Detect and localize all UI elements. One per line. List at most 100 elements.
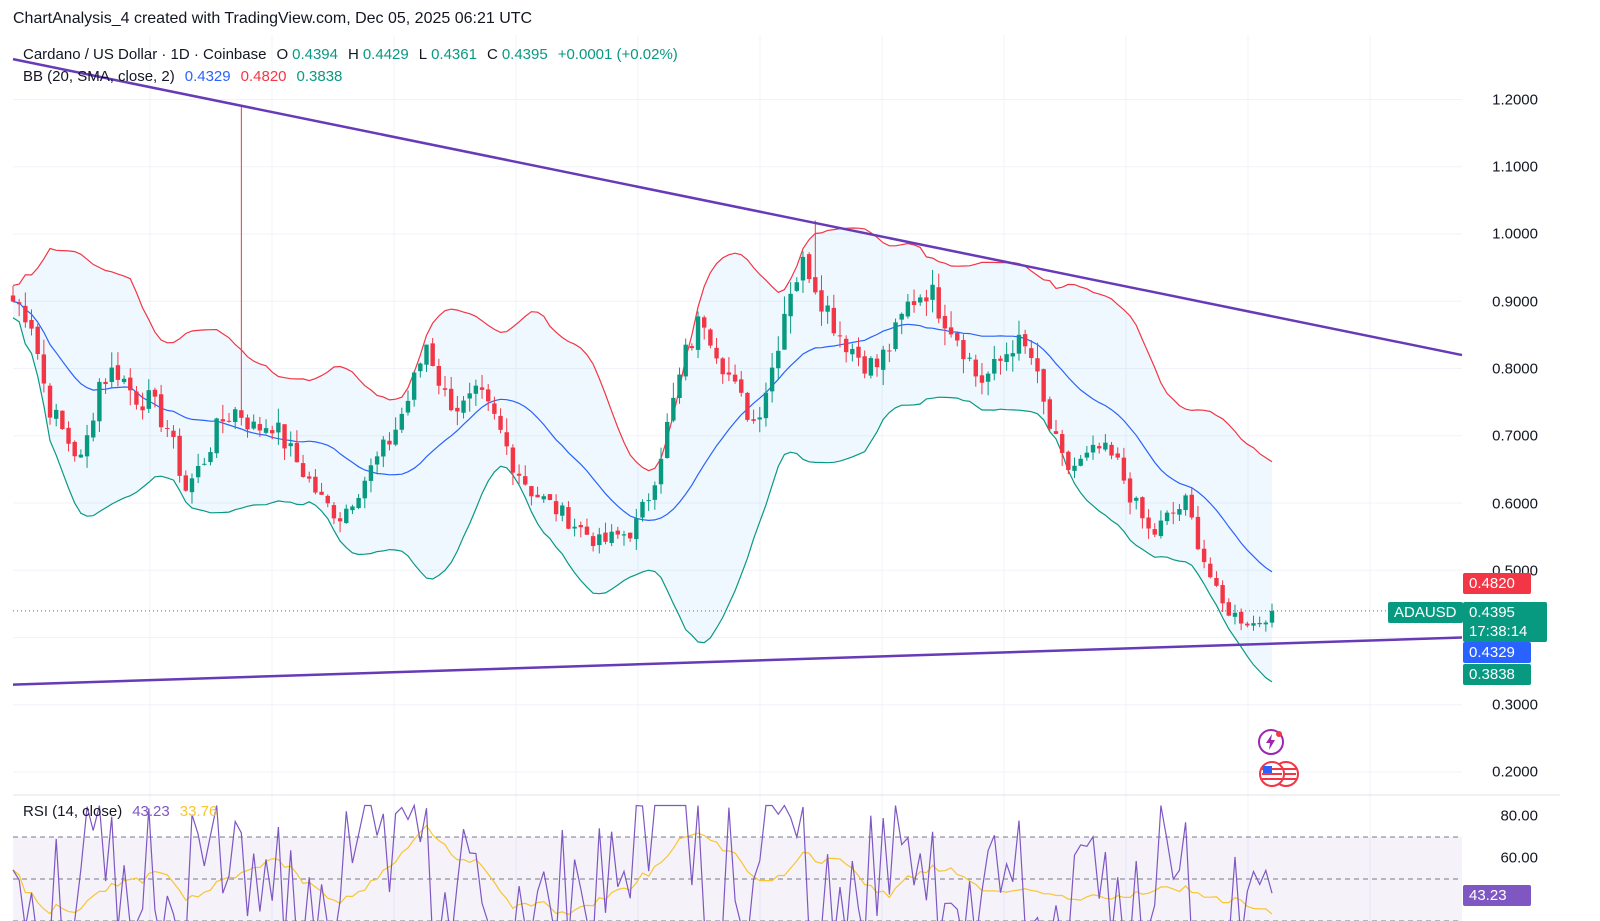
chart-title: ChartAnalysis_4 created with TradingView…	[13, 10, 533, 27]
candle-body	[825, 305, 830, 312]
candle-body	[10, 295, 16, 302]
rsi-pane	[12, 803, 1462, 921]
candle-body	[1189, 494, 1194, 518]
candle-body	[615, 530, 621, 535]
candle-body	[1004, 354, 1009, 363]
candle-body	[300, 463, 306, 477]
candle-body	[1059, 434, 1065, 453]
candle-body	[1146, 517, 1151, 529]
candle-body	[165, 428, 170, 430]
candle-body	[560, 505, 565, 516]
trendlines[interactable]	[12, 57, 1463, 686]
candle-body	[374, 456, 380, 465]
price-tick: 0.3000	[1492, 696, 1538, 714]
candle-body	[769, 367, 775, 392]
countdown-tag: 17:38:14	[1463, 621, 1547, 642]
candle-body	[1022, 334, 1028, 347]
candle-body	[208, 452, 213, 463]
candle-body	[344, 508, 349, 523]
price-tick: 0.7000	[1492, 427, 1538, 445]
change-value: +0.0001 (+0.02%)	[557, 46, 678, 63]
bb-label: BB (20, SMA, close, 2)	[23, 68, 175, 85]
candle-body	[788, 293, 793, 317]
candle-body	[362, 480, 367, 499]
price-tick: 0.6000	[1492, 495, 1538, 513]
candle-body	[1195, 516, 1201, 550]
rsi-value-tag: 43.23	[1463, 885, 1531, 906]
candle-body	[640, 501, 645, 518]
candle-body	[146, 390, 151, 409]
candle-body	[1010, 353, 1015, 357]
candle-body	[331, 505, 337, 519]
candle-body	[584, 526, 590, 535]
bb-legend[interactable]: BB (20, SMA, close, 2) 0.4329 0.4820 0.3…	[23, 68, 342, 85]
candle-body	[1152, 529, 1157, 535]
candle-body	[998, 358, 1003, 361]
candle-body	[979, 375, 985, 383]
rsi-legend[interactable]: RSI (14, close) 43.23 33.76	[23, 803, 217, 820]
candle-body	[393, 429, 398, 445]
candle-body	[436, 366, 442, 386]
candle-body	[763, 392, 769, 419]
lightning-icon[interactable]	[1257, 728, 1285, 761]
last-price-tag: 0.4395	[1463, 602, 1547, 623]
candle-body	[486, 389, 491, 402]
candle-body	[887, 350, 892, 352]
candle-body	[109, 367, 114, 382]
candle-body	[313, 476, 318, 493]
candle-body	[418, 363, 423, 372]
candle-body	[813, 277, 818, 293]
candle-body	[337, 518, 343, 522]
price-tick: 1.0000	[1492, 225, 1538, 243]
candle-body	[739, 379, 744, 393]
bollinger-fill	[13, 228, 1272, 682]
candle-body	[973, 359, 978, 377]
candle-body	[578, 525, 583, 528]
candle-body	[1201, 548, 1207, 563]
candle-body	[1078, 458, 1083, 466]
candle-body	[1140, 497, 1145, 519]
candle-body	[1047, 399, 1053, 429]
candle-body	[158, 394, 164, 428]
candle-body	[899, 313, 904, 320]
rsi-ma-value: 33.76	[179, 803, 218, 820]
candle-body	[1263, 622, 1269, 625]
candle-body	[498, 415, 503, 430]
candle-body	[850, 348, 855, 355]
symbol-legend[interactable]: Cardano / US Dollar · 1D · Coinbase O 0.4…	[23, 46, 678, 63]
candle-body	[911, 301, 917, 306]
candle-body	[1208, 563, 1213, 578]
candle-body	[356, 497, 361, 509]
symbol-price-tag[interactable]: ADAUSD	[1388, 602, 1463, 623]
candle-body	[23, 305, 28, 323]
us-flag-icon[interactable]	[1256, 760, 1308, 793]
candle-body	[942, 315, 948, 329]
candle-body	[523, 476, 528, 485]
candle-body	[1183, 495, 1188, 511]
rsi-tick: 60.00	[1500, 849, 1538, 867]
candle-body	[1103, 442, 1108, 450]
candle-body	[1158, 520, 1164, 537]
candle-body	[590, 536, 596, 547]
open-value: 0.4394	[292, 46, 338, 63]
candle-body	[597, 534, 602, 546]
candle-body	[504, 432, 509, 447]
candle-body	[930, 284, 935, 300]
low-value: 0.4361	[431, 46, 477, 63]
candle-body	[232, 409, 238, 422]
candle-body	[843, 338, 849, 353]
low-label: L	[418, 46, 428, 63]
bb-upper-line	[12, 227, 1273, 472]
candle-body	[442, 388, 448, 390]
candle-body	[572, 526, 577, 529]
candle-body	[1134, 497, 1139, 501]
candle-body	[307, 476, 312, 479]
candle-body	[621, 534, 627, 536]
candle-body	[84, 435, 90, 457]
candle-body	[202, 463, 207, 465]
price-tick: 0.9000	[1492, 293, 1538, 311]
trendline-lower	[12, 636, 1463, 686]
candle-body	[134, 391, 139, 405]
candle-body	[128, 377, 133, 391]
